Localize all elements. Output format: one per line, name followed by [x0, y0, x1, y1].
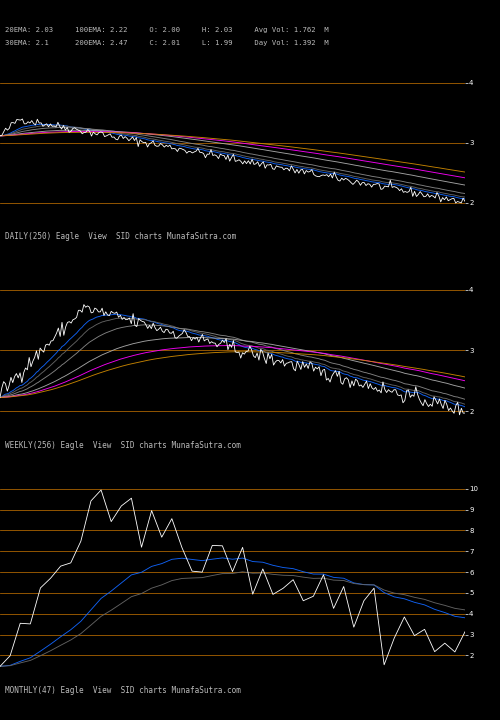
- Text: 20EMA: 2.03     100EMA: 2.22     O: 2.00     H: 2.03     Avg Vol: 1.762  M: 20EMA: 2.03 100EMA: 2.22 O: 2.00 H: 2.03…: [5, 27, 329, 33]
- Text: WEEKLY(256) Eagle  View  SID charts MunafaSutra.com: WEEKLY(256) Eagle View SID charts Munafa…: [5, 441, 241, 450]
- Text: DAILY(250) Eagle  View  SID charts MunafaSutra.com: DAILY(250) Eagle View SID charts MunafaS…: [5, 232, 236, 241]
- Text: 30EMA: 2.1      200EMA: 2.47     C: 2.01     L: 1.99     Day Vol: 1.392  M: 30EMA: 2.1 200EMA: 2.47 C: 2.01 L: 1.99 …: [5, 40, 329, 46]
- Text: MONTHLY(47) Eagle  View  SID charts MunafaSutra.com: MONTHLY(47) Eagle View SID charts Munafa…: [5, 685, 241, 695]
